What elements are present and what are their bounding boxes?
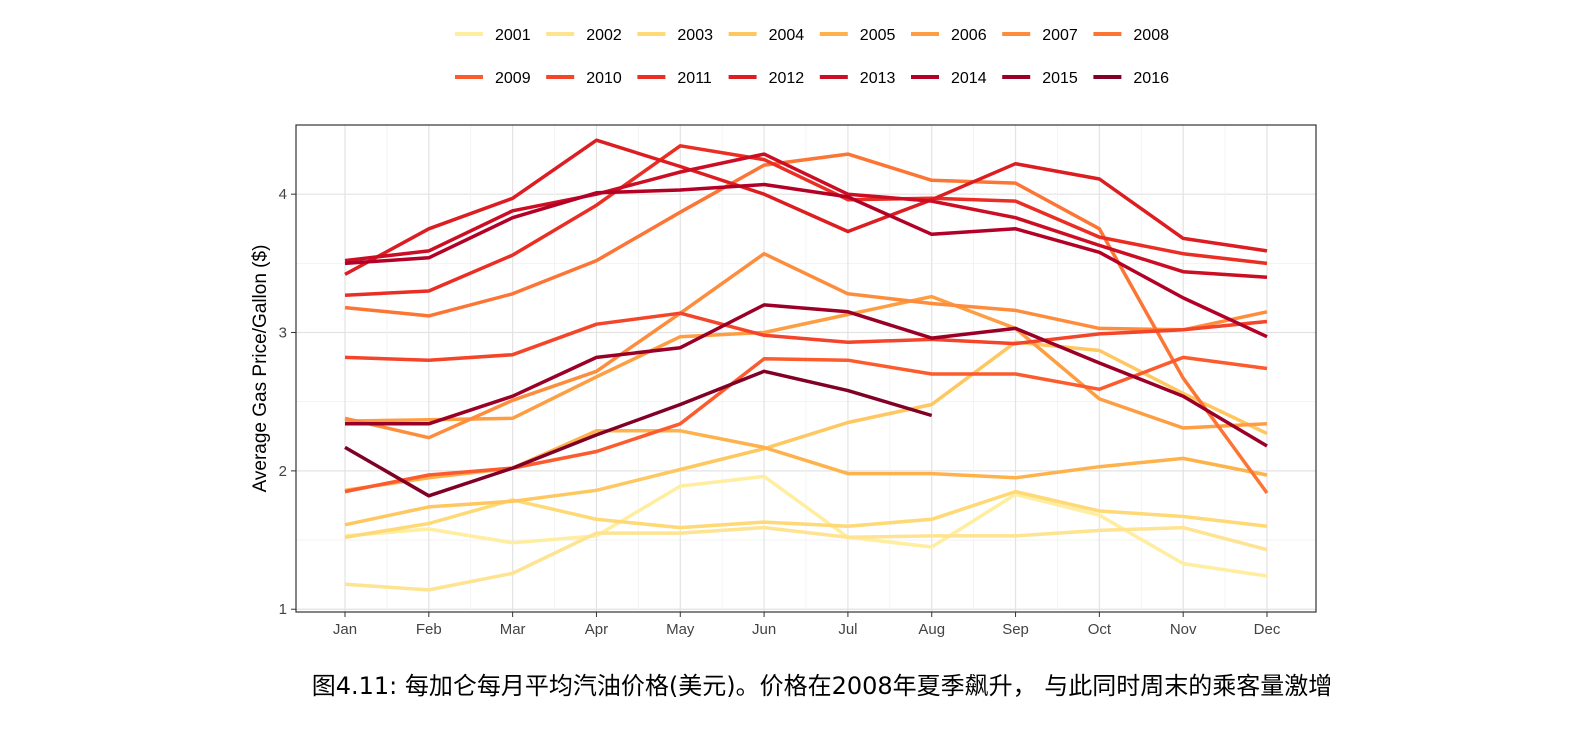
y-tick-label: 3: [279, 325, 287, 342]
legend-label: 2014: [951, 70, 987, 87]
legend-item-2016: 2016: [1093, 70, 1169, 87]
x-tick-label: Mar: [500, 621, 526, 638]
legend-item-2012: 2012: [728, 70, 805, 87]
legend-label: 2011: [677, 70, 712, 87]
legend-item-2009: 2009: [455, 70, 531, 87]
series-line-2012: [344, 138, 1268, 276]
legend-item-2015: 2015: [1002, 70, 1078, 87]
legend-item-2013: 2013: [819, 70, 896, 87]
legend-label: 2012: [769, 70, 805, 87]
x-tick-label: Jun: [752, 621, 776, 638]
plot-border: [295, 124, 1317, 613]
legend-item-2005: 2005: [819, 27, 896, 44]
series-line-2004: [344, 340, 1268, 527]
x-tick-label: Sep: [1002, 621, 1029, 638]
series-line-2011: [344, 144, 1268, 297]
figure-caption: 图4.11: 每加仑每月平均汽油价格(美元)。价格在2008年夏季飙升， 与此同…: [311, 672, 1333, 700]
legend-item-2004: 2004: [728, 27, 805, 44]
series-line-2016: [344, 369, 933, 498]
series-line-2009: [344, 355, 1268, 494]
legend-label: 2013: [860, 70, 896, 87]
chart: 2001 2002 2003 2004 2005 2006 2007 2008 2009 2010…: [250, 27, 1317, 638]
y-tick-label: 2: [279, 463, 287, 480]
series-line-2002: [344, 525, 1268, 592]
series-line-2014: [344, 182, 1268, 339]
series-line-2008: [344, 152, 1269, 495]
legend-item-2008: 2008: [1093, 27, 1169, 44]
legend-label: 2007: [1042, 27, 1078, 44]
y-tick-label: 1: [279, 601, 287, 618]
x-tick-label: May: [666, 621, 695, 638]
legend-item-2010: 2010: [546, 70, 622, 87]
legend-item-2002: 2002: [546, 27, 622, 44]
axes: 1 2 3 4 Jan Feb Mar Apr May Jun Jul Aug Sep Oct Nov Dec: [279, 186, 1281, 638]
legend-item-2003: 2003: [637, 27, 713, 44]
legend-item-2007: 2007: [1002, 27, 1078, 44]
y-axis-title: Average Gas Price/Gallon ($): [250, 245, 271, 493]
series-line-2010: [344, 311, 1268, 362]
legend-label: 2001: [495, 27, 531, 44]
x-tick-label: Jan: [333, 621, 357, 638]
legend-label: 2009: [495, 70, 531, 87]
series-line-2013: [344, 152, 1268, 279]
x-tick-label: Oct: [1088, 621, 1112, 638]
x-tick-label: Feb: [416, 621, 442, 638]
legend-label: 2008: [1133, 27, 1169, 44]
x-tick-label: Jul: [838, 621, 857, 638]
x-tick-label: Apr: [585, 621, 608, 638]
series-line-2001: [344, 474, 1268, 578]
legend-label: 2016: [1133, 70, 1169, 87]
x-tick-label: Nov: [1170, 621, 1197, 638]
legend-label: 2015: [1042, 70, 1078, 87]
legend-item-2011: 2011: [637, 70, 712, 87]
x-tick-label: Dec: [1254, 621, 1281, 638]
legend-label: 2002: [586, 27, 622, 44]
legend-label: 2004: [769, 27, 805, 44]
legend-label: 2006: [951, 27, 987, 44]
series-line-2007: [344, 251, 1268, 440]
x-tick-label: Aug: [918, 621, 945, 638]
y-tick-label: 4: [279, 186, 287, 203]
legend-item-2001: 2001: [455, 27, 531, 44]
series-line-2006: [344, 294, 1268, 430]
legend-item-2014: 2014: [911, 70, 987, 87]
legend-item-2006: 2006: [911, 27, 987, 44]
series-lines: [344, 138, 1269, 592]
legend-label: 2003: [677, 27, 713, 44]
series-line-2015: [345, 303, 1268, 448]
legend-label: 2010: [586, 70, 622, 87]
legend-label: 2005: [860, 27, 896, 44]
legend: 2001 2002 2003 2004 2005 2006 2007 2008 2009 2010…: [455, 27, 1169, 87]
